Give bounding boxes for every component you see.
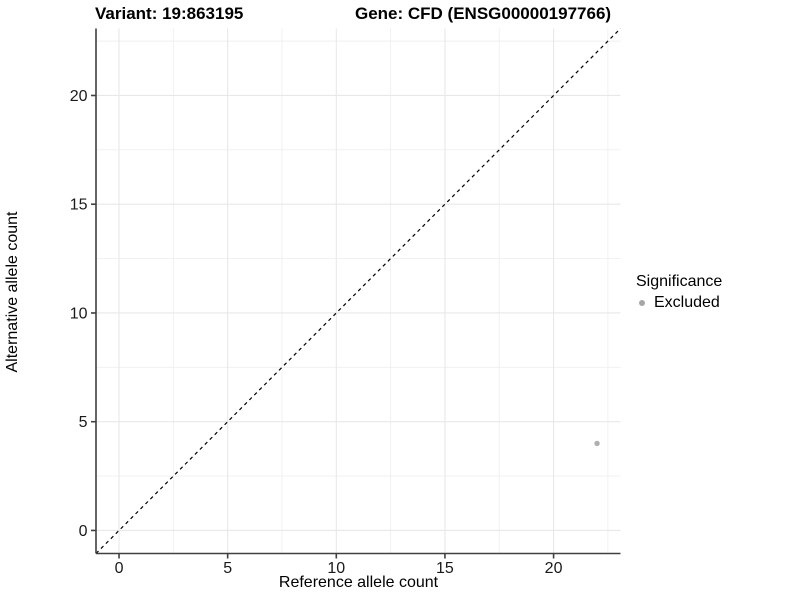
- y-tick-label: 10: [70, 305, 88, 322]
- legend-item-label: Excluded: [654, 294, 720, 311]
- legend-title: Significance: [636, 273, 723, 290]
- identity-line: [95, 28, 621, 554]
- y-axis-title: Alternative allele count: [4, 211, 21, 373]
- x-tick-label: 15: [436, 560, 454, 577]
- x-tick-label: 20: [545, 560, 563, 577]
- x-tick-label: 5: [223, 560, 232, 577]
- x-axis-title: Reference allele count: [278, 574, 439, 591]
- legend-key: [636, 299, 654, 306]
- y-tick-label: 15: [70, 197, 88, 214]
- gene-title: Gene: CFD (ENSG00000197766): [355, 4, 612, 23]
- y-tick-label: 5: [79, 414, 88, 431]
- x-tick-label: 10: [327, 560, 345, 577]
- x-tick-label: 0: [115, 560, 124, 577]
- excluded-point-icon: [639, 299, 645, 306]
- data-point: [594, 440, 600, 447]
- legend-item-excluded: Excluded: [636, 293, 722, 312]
- y-tick-label: 20: [70, 88, 88, 105]
- variant-title: Variant: 19:863195: [95, 4, 244, 23]
- y-tick-label: 0: [79, 523, 88, 540]
- legend: Significance Excluded: [636, 272, 722, 312]
